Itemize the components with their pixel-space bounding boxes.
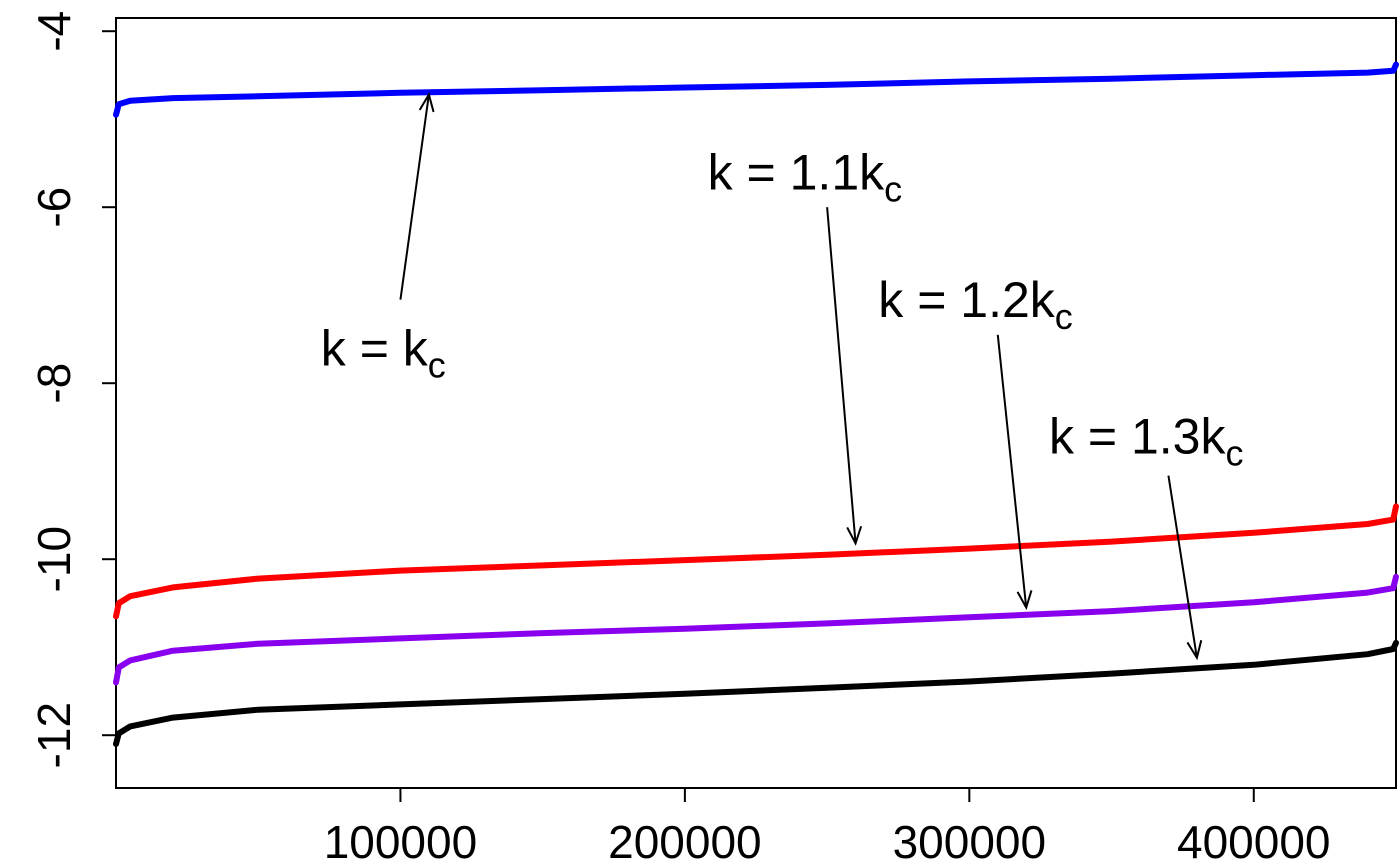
x-axis: 100000 200000 300000 400000	[324, 788, 1331, 865]
series-line-4	[113, 639, 1399, 747]
x-tick-label-1: 100000	[324, 816, 478, 865]
annotation-label-main: k = 1.3k	[1049, 409, 1226, 465]
annotation-arrow-3	[996, 334, 1028, 608]
annotation-arrowhead-2	[846, 525, 863, 546]
series-layer	[113, 61, 1399, 747]
y-tick-label-4: -10	[28, 526, 80, 592]
series-line-1	[113, 61, 1399, 118]
x-tick-label-4: 400000	[1177, 816, 1331, 865]
annotation-label-1: k = kc	[321, 321, 446, 386]
annotation-arrow-4	[1167, 475, 1198, 658]
series-line-2	[113, 503, 1399, 620]
annotation-arrow-1	[399, 94, 430, 300]
y-tick-label-5: -12	[28, 702, 80, 768]
y-tick-label-3: -8	[28, 363, 80, 404]
annotation-arrow-2	[826, 207, 857, 544]
annotation-label-main: k = 1.2k	[878, 272, 1055, 328]
annotation-label-main: k = 1.1k	[708, 145, 885, 201]
annotation-label-2: k = 1.1kc	[708, 145, 903, 210]
x-tick-label-2: 200000	[608, 816, 762, 865]
annotation-label-subscript: c	[428, 345, 446, 386]
annotation-label-4: k = 1.3kc	[1049, 409, 1244, 474]
y-axis: -4 -6 -8 -10 -12	[28, 11, 116, 768]
y-tick-label-1: -4	[28, 11, 80, 52]
plot-frame	[115, 17, 1397, 789]
annotation-label-main: k = k	[321, 321, 429, 377]
annotation-label-subscript: c	[1225, 433, 1243, 474]
annotation-label-3: k = 1.2kc	[878, 272, 1073, 337]
y-tick-label-2: -6	[28, 187, 80, 228]
annotation-arrowhead-4	[1186, 640, 1203, 661]
annotation-arrowhead-1	[418, 92, 435, 113]
x-tick-label-3: 300000	[893, 816, 1047, 865]
annotation-arrowhead-3	[1016, 590, 1033, 611]
annotation-label-subscript: c	[884, 169, 902, 210]
series-line-3	[113, 573, 1399, 686]
annotation-label-subscript: c	[1055, 296, 1073, 337]
